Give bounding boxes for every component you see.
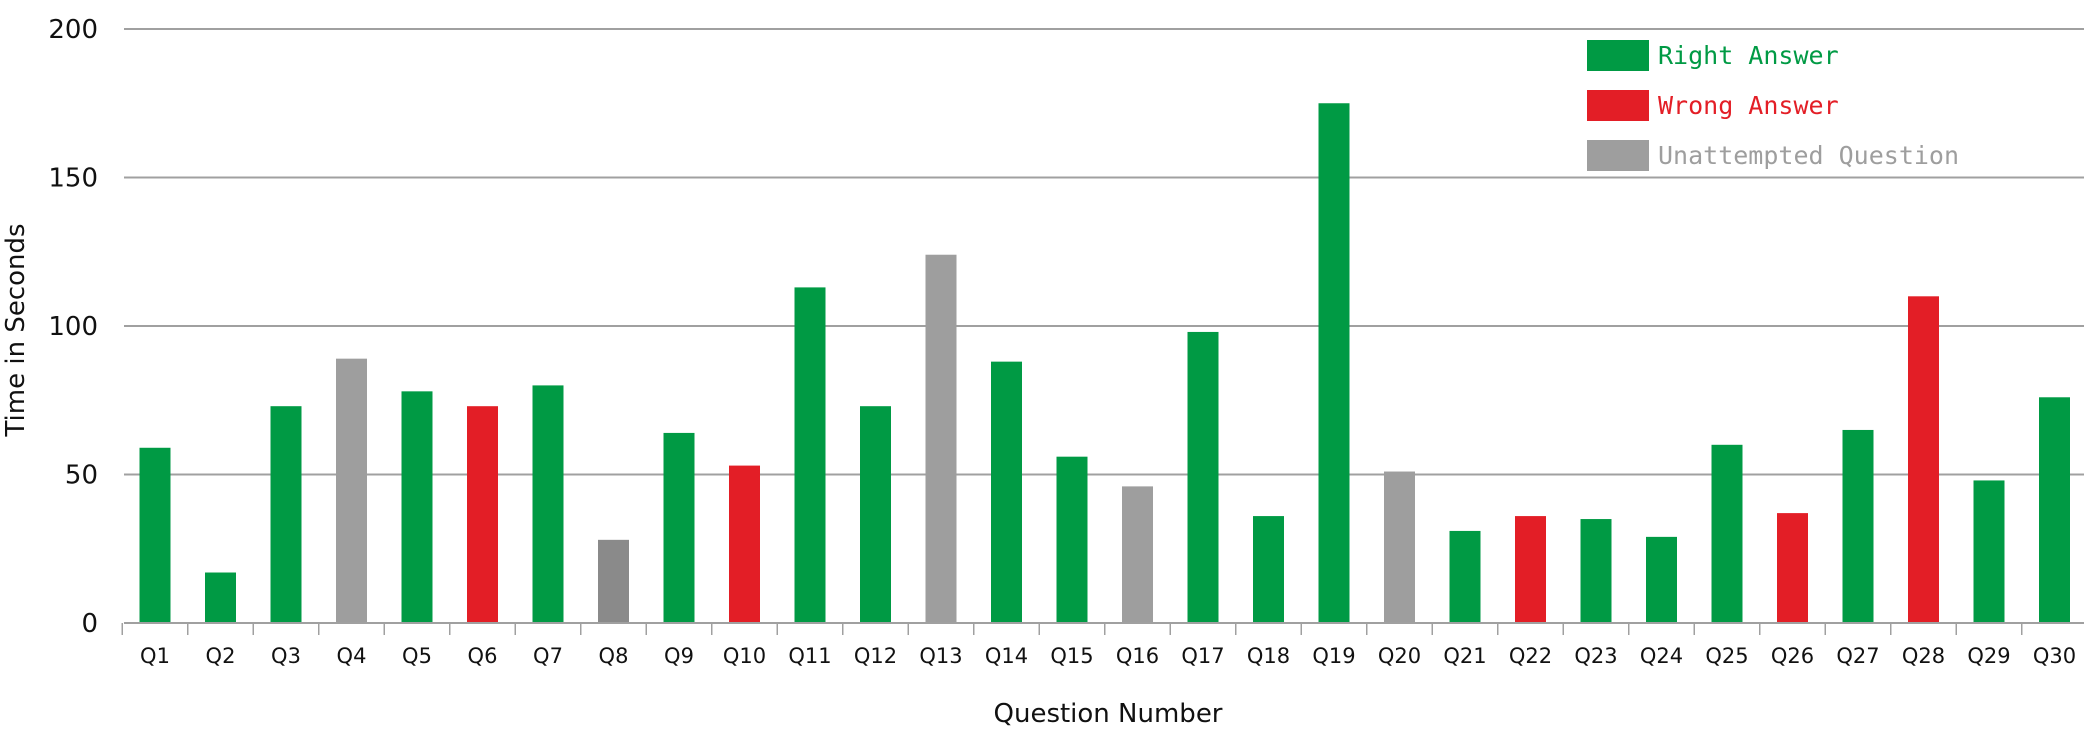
bar-q2	[205, 572, 236, 623]
bar-q11	[794, 287, 826, 623]
x-tick-label: Q28	[1902, 644, 1945, 668]
x-tick-label: Q18	[1247, 644, 1290, 668]
bar-q19	[1318, 103, 1350, 623]
bar-q22	[1515, 516, 1546, 623]
bar-q8	[598, 539, 629, 623]
x-tick-label: Q7	[533, 644, 563, 668]
x-tick-label: Q4	[337, 644, 367, 668]
x-tick-label: Q22	[1509, 644, 1552, 668]
bar-q1	[139, 447, 171, 623]
bar-q16	[1122, 486, 1153, 623]
bars	[139, 103, 2070, 623]
x-tick-label: Q13	[919, 644, 962, 668]
bar-q21	[1449, 530, 1481, 623]
bar-q28	[1908, 296, 1939, 623]
bar-q13	[925, 254, 957, 623]
legend-swatch-right	[1587, 40, 1649, 71]
x-tick-label: Q8	[599, 644, 629, 668]
legend-label-right: Right Answer	[1658, 41, 1839, 70]
x-axis-title: Question Number	[994, 699, 1223, 729]
bar-q17	[1187, 331, 1219, 623]
bar-q6	[467, 406, 498, 623]
x-axis: Q1 Q2 Q3 Q4 Q5 Q6 Q7 Q8 Q9 Q10 Q11 Q12 Q13 Q14 Q15 Q16 Q…	[121, 622, 2084, 668]
bar-q4	[336, 358, 367, 623]
bar-q20	[1384, 471, 1415, 623]
y-axis-ticks: 0 50 100 150 200	[48, 15, 98, 639]
bar-q23	[1580, 519, 1612, 623]
x-tick-label: Q23	[1574, 644, 1617, 668]
bar-q10	[729, 465, 760, 623]
x-tick-label: Q29	[1967, 644, 2010, 668]
x-tick-label: Q25	[1705, 644, 1748, 668]
x-tick-label: Q9	[664, 644, 694, 668]
legend-label-unattempted: Unattempted Question	[1658, 141, 1959, 170]
bar-q18	[1253, 516, 1284, 623]
bar-q5	[401, 391, 433, 623]
x-tick-label: Q15	[1050, 644, 1093, 668]
legend-swatch-wrong	[1587, 90, 1649, 121]
x-tick-label: Q24	[1640, 644, 1683, 668]
bar-q14	[991, 361, 1022, 623]
bar-q9	[663, 432, 695, 623]
bar-q7	[532, 385, 564, 623]
legend-swatch-unattempted	[1587, 140, 1649, 171]
x-tick-label: Q12	[854, 644, 897, 668]
x-tick-label: Q30	[2033, 644, 2076, 668]
y-axis-title: Time in Seconds	[1, 223, 31, 437]
x-tick-label: Q1	[140, 644, 170, 668]
legend: Right Answer Wrong Answer Unattempted Ques…	[1587, 40, 1959, 171]
x-tick-label: Q20	[1378, 644, 1421, 668]
x-tick-label: Q17	[1181, 644, 1224, 668]
legend-label-wrong: Wrong Answer	[1658, 91, 1839, 120]
x-tick-label: Q19	[1312, 644, 1355, 668]
bar-q26	[1777, 513, 1808, 623]
bar-q3	[270, 406, 302, 623]
bar-q30	[2039, 397, 2070, 623]
y-tick-label: 50	[65, 461, 98, 491]
y-tick-label: 0	[81, 609, 98, 639]
x-tick-label: Q2	[206, 644, 236, 668]
x-tick-label: Q3	[271, 644, 301, 668]
bar-q12	[860, 406, 891, 623]
x-tick-label: Q10	[723, 644, 766, 668]
x-tick-label: Q5	[402, 644, 432, 668]
x-tick-label: Q27	[1836, 644, 1879, 668]
gridlines	[124, 28, 2084, 476]
y-tick-label: 200	[48, 15, 98, 45]
bar-q25	[1711, 444, 1743, 623]
x-tick-label: Q16	[1116, 644, 1159, 668]
x-tick-label: Q11	[788, 644, 831, 668]
x-tick-label: Q14	[985, 644, 1028, 668]
bar-q15	[1056, 456, 1088, 623]
x-tick-label: Q26	[1771, 644, 1814, 668]
y-tick-label: 100	[48, 312, 98, 342]
x-tick-label: Q21	[1443, 644, 1486, 668]
bar-q27	[1842, 429, 1874, 623]
bar-q29	[1973, 480, 2005, 623]
y-tick-label: 150	[48, 164, 98, 194]
bar-q24	[1646, 536, 1677, 623]
x-tick-label: Q6	[468, 644, 498, 668]
